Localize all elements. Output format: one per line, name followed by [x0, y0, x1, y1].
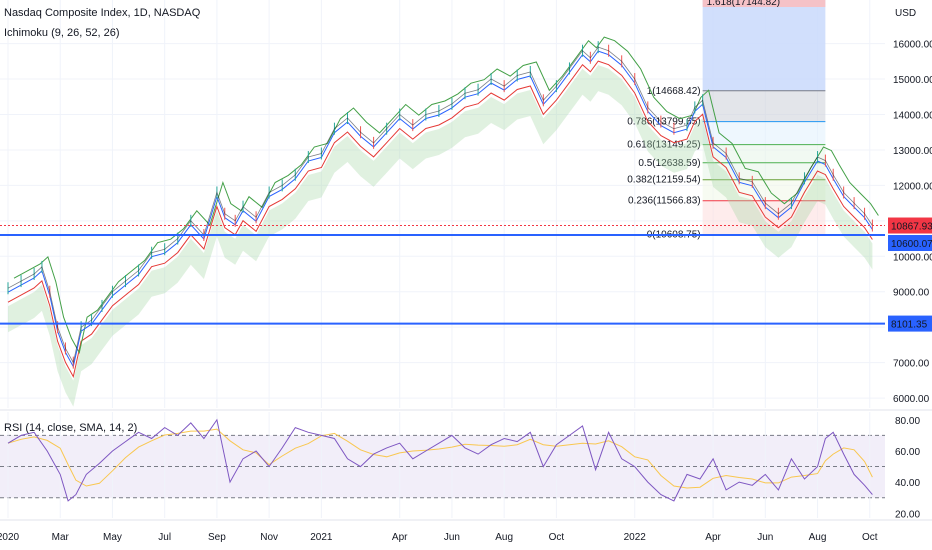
- price-tick-label: 12000.00: [893, 181, 932, 192]
- price-tick-label: 10000.00: [893, 252, 932, 263]
- fib-extension-top: [702, 0, 826, 7]
- fib-zone: [702, 200, 826, 235]
- price-tag-label: 8101.35: [891, 320, 928, 331]
- price-tag-label: 10600.07: [891, 239, 932, 250]
- currency-label: USD: [895, 8, 916, 19]
- price-tag-bg: [888, 315, 932, 332]
- time-tick-label: 2020: [0, 532, 20, 543]
- price-tag-label: 10867.93: [891, 222, 932, 233]
- fib-level-label: 0.786(13799.65): [627, 117, 700, 128]
- close-line: [7, 46, 873, 364]
- horizontal-lines[interactable]: [0, 225, 885, 325]
- chart-title: Nasdaq Composite Index, 1D, NASDAQ: [4, 7, 201, 19]
- fib-zone: [702, 121, 826, 145]
- time-tick-label: Oct: [549, 532, 565, 543]
- price-tag-bg: [888, 235, 932, 252]
- time-tick-label: Oct: [862, 532, 878, 543]
- price-tick-label: 9000.00: [893, 288, 930, 299]
- time-tick-label: Jun: [757, 532, 773, 543]
- price-tick-label: 16000.00: [893, 40, 932, 51]
- time-axis[interactable]: 2020 Mar May Jul Sep Nov 2021 Apr Jun Aug Oct 2022 A…: [0, 519, 932, 543]
- kijun-line: [7, 60, 873, 379]
- time-tick-label: Jun: [444, 532, 460, 543]
- fib-extension-zone: [702, 0, 826, 91]
- price-series-layer: [7, 36, 879, 407]
- rsi-pane-grid: [0, 412, 885, 518]
- price-tags: 10867.93 10600.07 8101.35: [888, 217, 932, 332]
- fibonacci-retracement[interactable]: 1.618(17144.82) 1(14668.42) 0.786(13799.65…: [627, 0, 826, 241]
- price-tick-label: 15000.00: [893, 75, 932, 86]
- fib-level-label: 0.236(11566.83): [628, 196, 701, 207]
- time-tick-label: 2021: [310, 532, 333, 543]
- price-tick-label: 14000.00: [893, 110, 932, 121]
- time-tick-label: Nov: [260, 532, 278, 543]
- rsi-tick-label: 40.00: [895, 478, 920, 489]
- time-tick-label: Mar: [52, 532, 70, 543]
- fib-level-label: 0.382(12159.54): [627, 175, 700, 186]
- rsi-ma-line: [7, 428, 873, 489]
- rsi-tick-label: 80.00: [895, 416, 920, 427]
- fib-level-label: 0.618(13149.25): [627, 140, 700, 151]
- fib-level-label: 1(14668.42): [647, 86, 701, 97]
- time-tick-label: Apr: [392, 532, 408, 543]
- rsi-axis[interactable]: 80.00 60.00 40.00 20.00: [895, 416, 920, 521]
- fib-zone: [702, 144, 826, 163]
- time-tick-label: May: [103, 532, 122, 543]
- time-tick-label: Apr: [705, 532, 721, 543]
- time-tick-label: Aug: [809, 532, 827, 543]
- time-tick-label: Aug: [495, 532, 513, 543]
- price-tick-label: 7000.00: [893, 359, 930, 370]
- price-tag-bg: [888, 217, 932, 234]
- price-tick-label: 13000.00: [893, 146, 932, 157]
- rsi-series-layer: [7, 418, 873, 502]
- time-tick-label: Jul: [158, 532, 171, 543]
- time-tick-label: Sep: [208, 532, 226, 543]
- time-tick-label: 2022: [624, 532, 647, 543]
- price-tick-label: 6000.00: [893, 394, 930, 405]
- rsi-line: [7, 418, 873, 502]
- rsi-tick-label: 20.00: [895, 509, 920, 520]
- ichimoku-cloud: [8, 65, 873, 407]
- fib-zone: [702, 90, 826, 122]
- chikou-line: [13, 36, 879, 355]
- rsi-tick-label: 60.00: [895, 447, 920, 458]
- fib-top-label: 1.618(17144.82): [707, 0, 780, 8]
- rsi-legend[interactable]: RSI (14, close, SMA, 14, 2): [4, 422, 137, 434]
- indicator-legend[interactable]: Ichimoku (9, 26, 52, 26): [4, 27, 120, 39]
- fib-level-label: 0.5(12638.59): [638, 158, 700, 169]
